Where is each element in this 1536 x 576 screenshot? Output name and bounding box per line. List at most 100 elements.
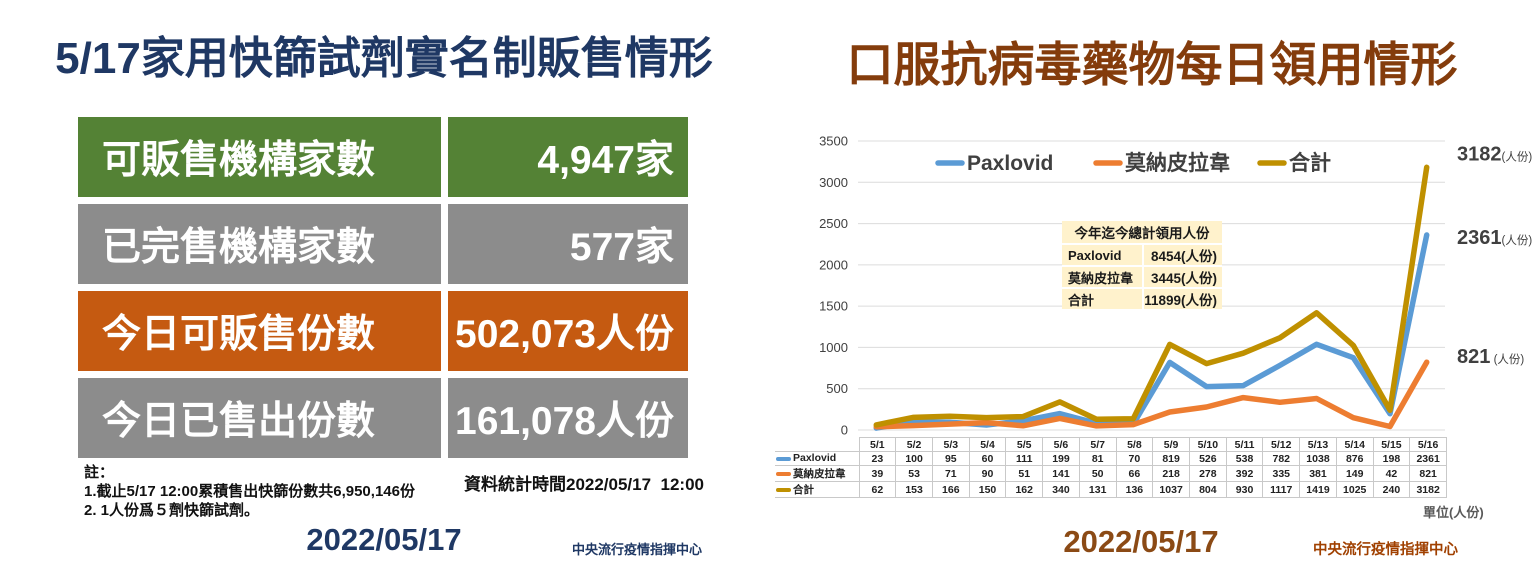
value-cell: 153: [895, 481, 933, 498]
value-cell: 278: [1188, 465, 1227, 482]
value-cell: 51: [1005, 465, 1044, 482]
value-cell: 90: [968, 465, 1007, 482]
date-cell: 5/3: [931, 437, 970, 452]
value-cell: 335: [1262, 465, 1301, 482]
date-cell: 5/13: [1299, 437, 1337, 452]
value-cell: 70: [1115, 451, 1154, 466]
series-label-cell: 合計: [775, 481, 860, 498]
data-timestamp: 資料統計時間2022/05/17 12:00: [463, 475, 704, 494]
series-color-dash-icon: [776, 471, 791, 476]
footnote-line: 1.截止5/17 12:00累積售出快篩份數共6,950,146份: [84, 483, 415, 500]
end-value-annotation: 821 (人份): [1457, 346, 1524, 368]
y-axis-tick-label: 1500: [819, 299, 848, 314]
series-name: 合計: [793, 484, 814, 496]
value-cell: 23: [858, 451, 897, 466]
value-cell: 526: [1188, 451, 1227, 466]
summary-row-value: 8454(人份): [1144, 245, 1222, 265]
row-value: 161,078人份: [448, 378, 688, 458]
value-cell: 821: [1409, 465, 1447, 482]
value-cell: 819: [1152, 451, 1190, 466]
agency-name: 中央流行疫情指揮中心: [571, 542, 702, 557]
value-cell: 199: [1042, 451, 1080, 466]
value-cell: 1117: [1262, 481, 1301, 498]
corner-cell: [775, 437, 860, 452]
unit-label: 單位(人份): [1423, 505, 1484, 520]
date-cell: 5/7: [1078, 437, 1117, 452]
value-cell: 2361: [1409, 451, 1447, 466]
series-name: Paxlovid: [793, 452, 837, 465]
report-date: 2022/05/17: [1063, 524, 1219, 559]
series-name: 莫納皮拉韋: [793, 468, 846, 480]
date-cell: 5/14: [1335, 437, 1374, 452]
series-color-dash-icon: [776, 456, 791, 461]
series-label-cell: 莫納皮拉韋: [775, 465, 860, 482]
table-row: 今日可販售份數 502,073人份: [78, 291, 688, 371]
value-cell: 538: [1225, 451, 1264, 466]
date-cell: 5/8: [1115, 437, 1154, 452]
legend-label: 莫納皮拉韋: [1124, 151, 1230, 175]
row-label: 已完售機構家數: [78, 204, 441, 284]
y-axis-tick-label: 3000: [819, 175, 848, 190]
footnote-line: 2. 1人份爲５劑快篩試劑。: [84, 502, 260, 519]
series-color-dash-icon: [776, 487, 791, 492]
series-label-cell: Paxlovid: [775, 451, 860, 466]
date-cell: 5/6: [1042, 437, 1080, 452]
value-cell: 39: [858, 465, 897, 482]
agency-name: 中央流行疫情指揮中心: [1313, 542, 1458, 558]
y-axis-tick-label: 1000: [819, 340, 848, 355]
value-cell: 60: [968, 451, 1007, 466]
right-panel-title: 口服抗病毒藥物每日領用情形: [846, 38, 1458, 91]
date-cell: 5/1: [858, 437, 897, 452]
date-cell: 5/2: [895, 437, 933, 452]
row-label: 今日已售出份數: [78, 378, 441, 458]
y-axis-tick-label: 0: [841, 423, 848, 438]
value-cell: 381: [1299, 465, 1337, 482]
y-axis-tick-label: 2500: [819, 216, 848, 231]
date-cell: 5/10: [1188, 437, 1227, 452]
row-value: 502,073人份: [448, 291, 688, 371]
value-cell: 141: [1042, 465, 1080, 482]
table-row: 可販售機構家數 4,947家: [78, 117, 688, 197]
value-cell: 782: [1262, 451, 1301, 466]
date-cell: 5/16: [1409, 437, 1447, 452]
value-cell: 218: [1152, 465, 1190, 482]
value-cell: 1037: [1152, 481, 1190, 498]
value-cell: 166: [931, 481, 970, 498]
date-cell: 5/11: [1225, 437, 1264, 452]
date-header-row: 5/1 5/2 5/3 5/4 5/5 5/6 5/7 5/8 5/9 5/10 5/11 5/12 5…: [775, 437, 1447, 452]
y-axis-tick-label: 3500: [819, 134, 848, 149]
value-cell: 100: [895, 451, 933, 466]
value-cell: 804: [1188, 481, 1227, 498]
value-cell: 150: [968, 481, 1007, 498]
footnotes: 註： 1.截止5/17 12:00累積售出快篩份數共6,950,146份 2. …: [84, 463, 415, 520]
value-cell: 111: [1005, 451, 1044, 466]
value-cell: 149: [1335, 465, 1374, 482]
antiviral-usage-panel: 口服抗病毒藥物每日領用情形 0 500 1000 1500 2000 2500 3000 35…: [768, 0, 1536, 576]
summary-row-value: 3445(人份): [1144, 267, 1222, 287]
value-cell: 240: [1372, 481, 1411, 498]
table-row: 已完售機構家數 577家: [78, 204, 688, 284]
legend-label: 合計: [1289, 151, 1331, 175]
row-value: 577家: [448, 204, 688, 284]
cumulative-summary-table: 今年迄今總計領用人份 Paxlovid 8454(人份) 莫納皮拉韋 3445(人份) 合…: [1062, 221, 1222, 309]
series-data-row: Paxlovid 23 100 95 60 111 199 81 70 819 526 538 782 1…: [775, 451, 1447, 466]
y-axis-tick-label: 500: [826, 381, 848, 396]
value-cell: 1419: [1299, 481, 1337, 498]
end-value-annotation: 2361(人份): [1457, 227, 1532, 249]
row-label: 今日可販售份數: [78, 291, 441, 371]
summary-table-title: 今年迄今總計領用人份: [1062, 221, 1222, 243]
value-cell: 131: [1078, 481, 1117, 498]
value-cell: 50: [1078, 465, 1117, 482]
summary-row-label: Paxlovid: [1062, 245, 1142, 265]
date-cell: 5/4: [968, 437, 1007, 452]
value-cell: 1038: [1299, 451, 1337, 466]
end-value-annotation: 3182(人份): [1457, 143, 1532, 165]
row-label: 可販售機構家數: [78, 117, 441, 197]
summary-row-value: 11899(人份): [1144, 289, 1222, 309]
row-value: 4,947家: [448, 117, 688, 197]
value-cell: 95: [931, 451, 970, 466]
value-cell: 53: [895, 465, 933, 482]
series-line: [873, 359, 1430, 430]
value-cell: 62: [858, 481, 897, 498]
